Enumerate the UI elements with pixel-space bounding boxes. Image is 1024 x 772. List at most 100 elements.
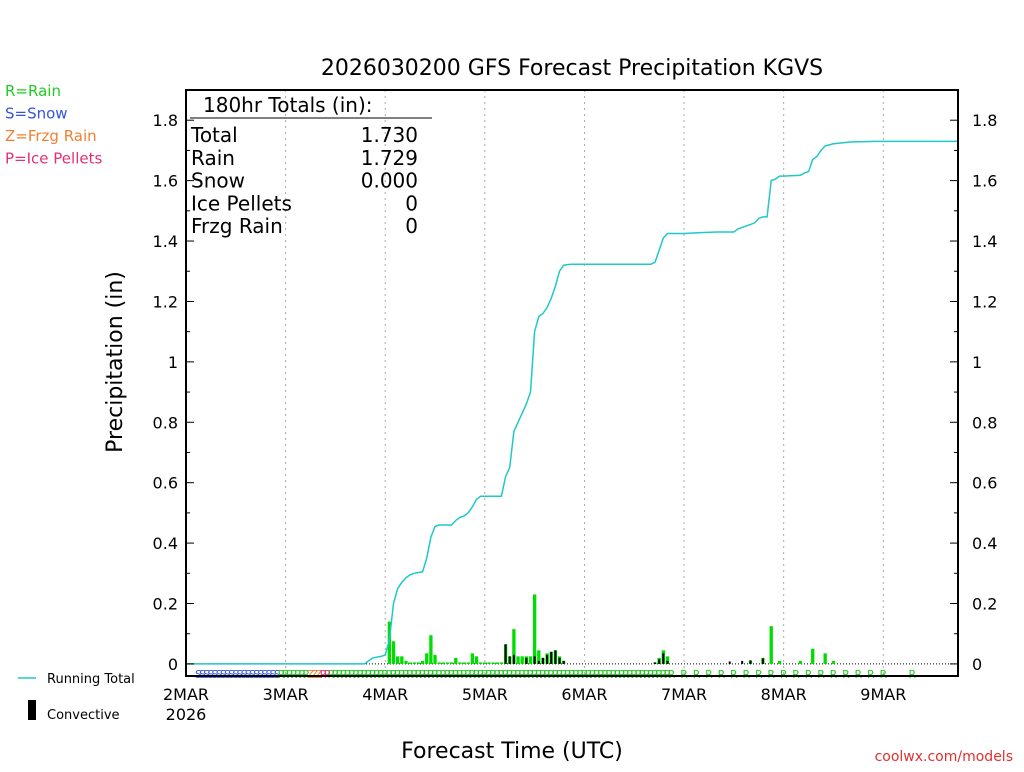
ptype-letter: R bbox=[855, 668, 863, 681]
x-tick-label: 6MAR bbox=[561, 685, 607, 704]
ptype-letter: R bbox=[547, 668, 555, 681]
ptype-letter: R bbox=[593, 668, 601, 681]
precip-bar bbox=[483, 662, 487, 664]
ptype-legend-entry: S=Snow bbox=[5, 105, 68, 123]
ptype-letter: R bbox=[767, 668, 775, 681]
ptype-letter: R bbox=[332, 668, 340, 681]
ptype-letter: R bbox=[556, 668, 564, 681]
legend-label: Running Total bbox=[47, 672, 135, 687]
x-tick-label: 8MAR bbox=[761, 685, 807, 704]
ptype-letter: R bbox=[327, 668, 335, 681]
ptype-letter: R bbox=[473, 668, 481, 681]
totals-header: 180hr Totals (in): bbox=[203, 93, 373, 117]
ptype-letter: R bbox=[514, 668, 522, 681]
ptype-letter: S bbox=[266, 668, 273, 681]
ptype-letter: S bbox=[236, 668, 243, 681]
ptype-letter: R bbox=[435, 668, 443, 681]
precip-bar bbox=[420, 660, 425, 664]
ptype-letter: R bbox=[597, 668, 605, 681]
ptype-letter: R bbox=[352, 668, 360, 681]
ptype-letter: R bbox=[444, 668, 452, 681]
ptype-letter: R bbox=[539, 668, 547, 681]
y-axis-right: 0 0.2 0.4 0.6 0.8 1 1.2 1.4 1.6 1.8 bbox=[950, 89, 997, 674]
convective-bar bbox=[537, 660, 540, 664]
y-tick-label-left: 0.8 bbox=[153, 413, 178, 432]
ptype-letter: R bbox=[489, 668, 497, 681]
convective-bar bbox=[558, 657, 561, 664]
ptype-legend-entry: P=Ice Pellets bbox=[5, 150, 102, 168]
ptype-letter: R bbox=[440, 668, 448, 681]
ptype-letter: R bbox=[282, 668, 290, 681]
ptype-letter: R bbox=[431, 668, 439, 681]
y-tick-label-right: 0 bbox=[972, 655, 982, 674]
ptype-letter: R bbox=[423, 668, 431, 681]
precip-bar bbox=[408, 662, 412, 664]
convective-bar bbox=[749, 660, 752, 664]
ptype-letter: Z bbox=[311, 668, 319, 681]
y-tick-label-left: 1.8 bbox=[153, 111, 178, 130]
ptype-letter: R bbox=[552, 668, 560, 681]
ptype-letter: R bbox=[576, 668, 584, 681]
ptype-letter: R bbox=[626, 668, 634, 681]
ptype-letter: R bbox=[659, 668, 667, 681]
ptype-letter: R bbox=[460, 668, 468, 681]
ptype-letter: S bbox=[257, 668, 264, 681]
totals-box: 180hr Totals (in): Total 1.730 Rain 1.729 Sno… bbox=[190, 93, 432, 238]
ptype-letter: R bbox=[406, 668, 414, 681]
ptype-letter: R bbox=[527, 668, 535, 681]
ptype-letter: R bbox=[535, 668, 543, 681]
ptype-letter: Z bbox=[315, 668, 323, 681]
ptype-letter: R bbox=[386, 668, 394, 681]
y-tick-label-right: 0.4 bbox=[972, 534, 997, 553]
ptype-letter: S bbox=[245, 668, 252, 681]
ptype-letter: S bbox=[216, 668, 223, 681]
ptype-letter: P bbox=[320, 668, 327, 681]
ptype-letter: R bbox=[651, 668, 659, 681]
ptype-letter: R bbox=[452, 668, 460, 681]
chart-title: 2026030200 GFS Forecast Precipitation KG… bbox=[321, 56, 823, 81]
precip-bar bbox=[454, 657, 458, 664]
ptype-letter: R bbox=[344, 668, 352, 681]
y-tick-label-left: 1 bbox=[168, 353, 178, 372]
ptype-letter: P bbox=[324, 668, 331, 681]
ptype-letter: R bbox=[630, 668, 638, 681]
convective-bars bbox=[504, 644, 764, 664]
ptype-letter: R bbox=[290, 668, 298, 681]
ptype-letter: R bbox=[481, 668, 489, 681]
ptype-letter: R bbox=[639, 668, 647, 681]
totals-row-label: Snow bbox=[191, 169, 245, 193]
ptype-letter: R bbox=[643, 668, 651, 681]
ptype-letter: R bbox=[510, 668, 518, 681]
ptype-letter: R bbox=[909, 668, 917, 681]
ptype-letter: R bbox=[817, 668, 825, 681]
precip-bar bbox=[823, 653, 827, 664]
ptype-letter: R bbox=[742, 668, 750, 681]
y-tick-label-right: 1 bbox=[972, 353, 982, 372]
ptype-letter: R bbox=[456, 668, 464, 681]
x-tick-sublabel: 2026 bbox=[166, 705, 207, 724]
precip-bar bbox=[400, 656, 404, 664]
convective-bar bbox=[741, 660, 744, 664]
ptype-letter: R bbox=[377, 668, 385, 681]
precip-bar bbox=[512, 629, 516, 664]
ptype-letter: R bbox=[531, 668, 539, 681]
precip-bar bbox=[437, 662, 441, 664]
convective-bar bbox=[504, 644, 507, 664]
x-tick-label: 9MAR bbox=[860, 685, 906, 704]
precip-bar bbox=[520, 656, 524, 664]
ptype-letter: R bbox=[356, 668, 364, 681]
x-tick-label: 4MAR bbox=[362, 685, 408, 704]
ptype-letter: R bbox=[336, 668, 344, 681]
ptype-letter: S bbox=[241, 668, 248, 681]
ptype-letter: R bbox=[469, 668, 477, 681]
convective-bar bbox=[662, 653, 665, 664]
precip-bar bbox=[491, 662, 495, 664]
ptype-letter: R bbox=[842, 668, 850, 681]
totals-row-label: Ice Pellets bbox=[191, 191, 292, 215]
precip-bar bbox=[528, 656, 533, 664]
ptype-letter: S bbox=[195, 668, 202, 681]
precip-bar bbox=[769, 626, 773, 664]
totals-row-value: 0 bbox=[405, 191, 418, 215]
